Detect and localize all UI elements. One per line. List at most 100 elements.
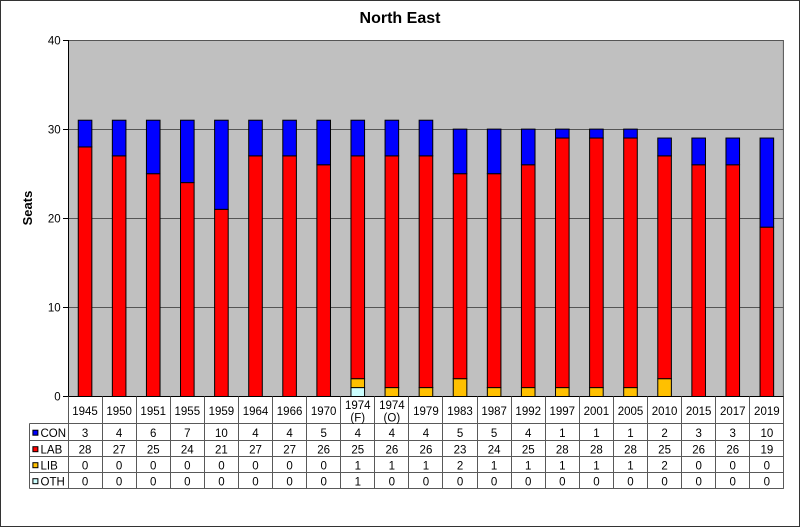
svg-text:0: 0 [695,477,701,489]
svg-text:7: 7 [184,428,190,440]
svg-text:1: 1 [559,428,565,440]
svg-text:26: 26 [692,445,705,457]
svg-text:2005: 2005 [618,406,644,418]
svg-text:LIB: LIB [41,461,59,473]
svg-text:0: 0 [82,461,88,473]
svg-text:1: 1 [389,461,395,473]
svg-text:0: 0 [54,392,60,404]
svg-text:1997: 1997 [550,406,576,418]
svg-text:4: 4 [252,428,259,440]
svg-text:1: 1 [423,461,429,473]
svg-text:28: 28 [624,445,637,457]
svg-text:0: 0 [320,477,326,489]
svg-text:(O): (O) [384,413,401,425]
svg-text:2017: 2017 [720,406,746,418]
svg-text:CON: CON [41,428,67,440]
svg-text:0: 0 [150,477,156,489]
svg-text:North East: North East [360,10,442,27]
svg-text:26: 26 [420,445,433,457]
svg-text:2: 2 [661,428,667,440]
svg-text:0: 0 [389,477,395,489]
svg-text:27: 27 [249,445,262,457]
svg-text:2010: 2010 [652,406,678,418]
svg-text:0: 0 [320,461,326,473]
svg-text:0: 0 [252,461,258,473]
svg-text:4: 4 [116,428,123,440]
svg-text:0: 0 [627,477,633,489]
svg-text:Seats: Seats [20,191,35,226]
svg-text:2: 2 [661,461,667,473]
svg-text:5: 5 [491,428,497,440]
svg-text:1: 1 [593,461,599,473]
svg-text:6: 6 [150,428,156,440]
svg-text:0: 0 [593,477,599,489]
svg-text:28: 28 [590,445,603,457]
svg-text:3: 3 [730,428,736,440]
svg-text:1970: 1970 [311,406,337,418]
svg-text:24: 24 [181,445,194,457]
svg-text:0: 0 [150,461,156,473]
svg-text:0: 0 [116,477,122,489]
svg-text:21: 21 [215,445,228,457]
svg-text:1: 1 [559,461,565,473]
svg-text:0: 0 [286,461,292,473]
svg-text:2001: 2001 [584,406,610,418]
svg-text:1: 1 [355,477,361,489]
svg-text:27: 27 [283,445,296,457]
svg-text:24: 24 [488,445,501,457]
svg-text:23: 23 [454,445,467,457]
svg-text:0: 0 [764,477,770,489]
svg-text:0: 0 [218,477,224,489]
svg-text:0: 0 [661,477,667,489]
svg-text:1945: 1945 [72,406,98,418]
svg-text:0: 0 [252,477,258,489]
svg-text:0: 0 [525,477,531,489]
svg-text:28: 28 [556,445,569,457]
svg-text:1964: 1964 [243,406,269,418]
svg-text:0: 0 [695,461,701,473]
svg-text:1950: 1950 [106,406,132,418]
svg-text:26: 26 [317,445,330,457]
svg-text:2019: 2019 [754,406,780,418]
svg-text:0: 0 [423,477,429,489]
svg-text:1955: 1955 [175,406,201,418]
svg-text:0: 0 [184,477,190,489]
svg-text:1: 1 [491,461,497,473]
svg-text:2015: 2015 [686,406,712,418]
svg-text:25: 25 [522,445,535,457]
svg-text:LAB: LAB [41,445,63,457]
svg-text:1: 1 [627,428,633,440]
svg-text:5: 5 [320,428,326,440]
svg-text:25: 25 [658,445,671,457]
svg-text:27: 27 [113,445,126,457]
svg-text:1987: 1987 [481,406,507,418]
svg-text:10: 10 [760,428,773,440]
svg-text:1966: 1966 [277,406,303,418]
svg-text:0: 0 [730,461,736,473]
svg-text:0: 0 [559,477,565,489]
svg-text:20: 20 [48,214,61,226]
svg-text:0: 0 [457,477,463,489]
svg-text:1974: 1974 [345,400,371,412]
svg-text:0: 0 [82,477,88,489]
svg-text:0: 0 [116,461,122,473]
svg-text:5: 5 [457,428,463,440]
svg-text:3: 3 [82,428,88,440]
svg-text:1979: 1979 [413,406,439,418]
svg-text:0: 0 [730,477,736,489]
svg-text:0: 0 [286,477,292,489]
svg-text:26: 26 [385,445,398,457]
svg-text:10: 10 [215,428,228,440]
svg-text:19: 19 [760,445,773,457]
svg-text:30: 30 [48,125,61,137]
svg-text:(F): (F) [350,413,365,425]
svg-text:1951: 1951 [140,406,166,418]
svg-text:1: 1 [627,461,633,473]
svg-text:1959: 1959 [209,406,235,418]
svg-text:10: 10 [48,303,61,315]
svg-text:3: 3 [695,428,701,440]
svg-text:26: 26 [726,445,739,457]
svg-text:25: 25 [351,445,364,457]
svg-text:0: 0 [764,461,770,473]
svg-text:1992: 1992 [515,406,541,418]
